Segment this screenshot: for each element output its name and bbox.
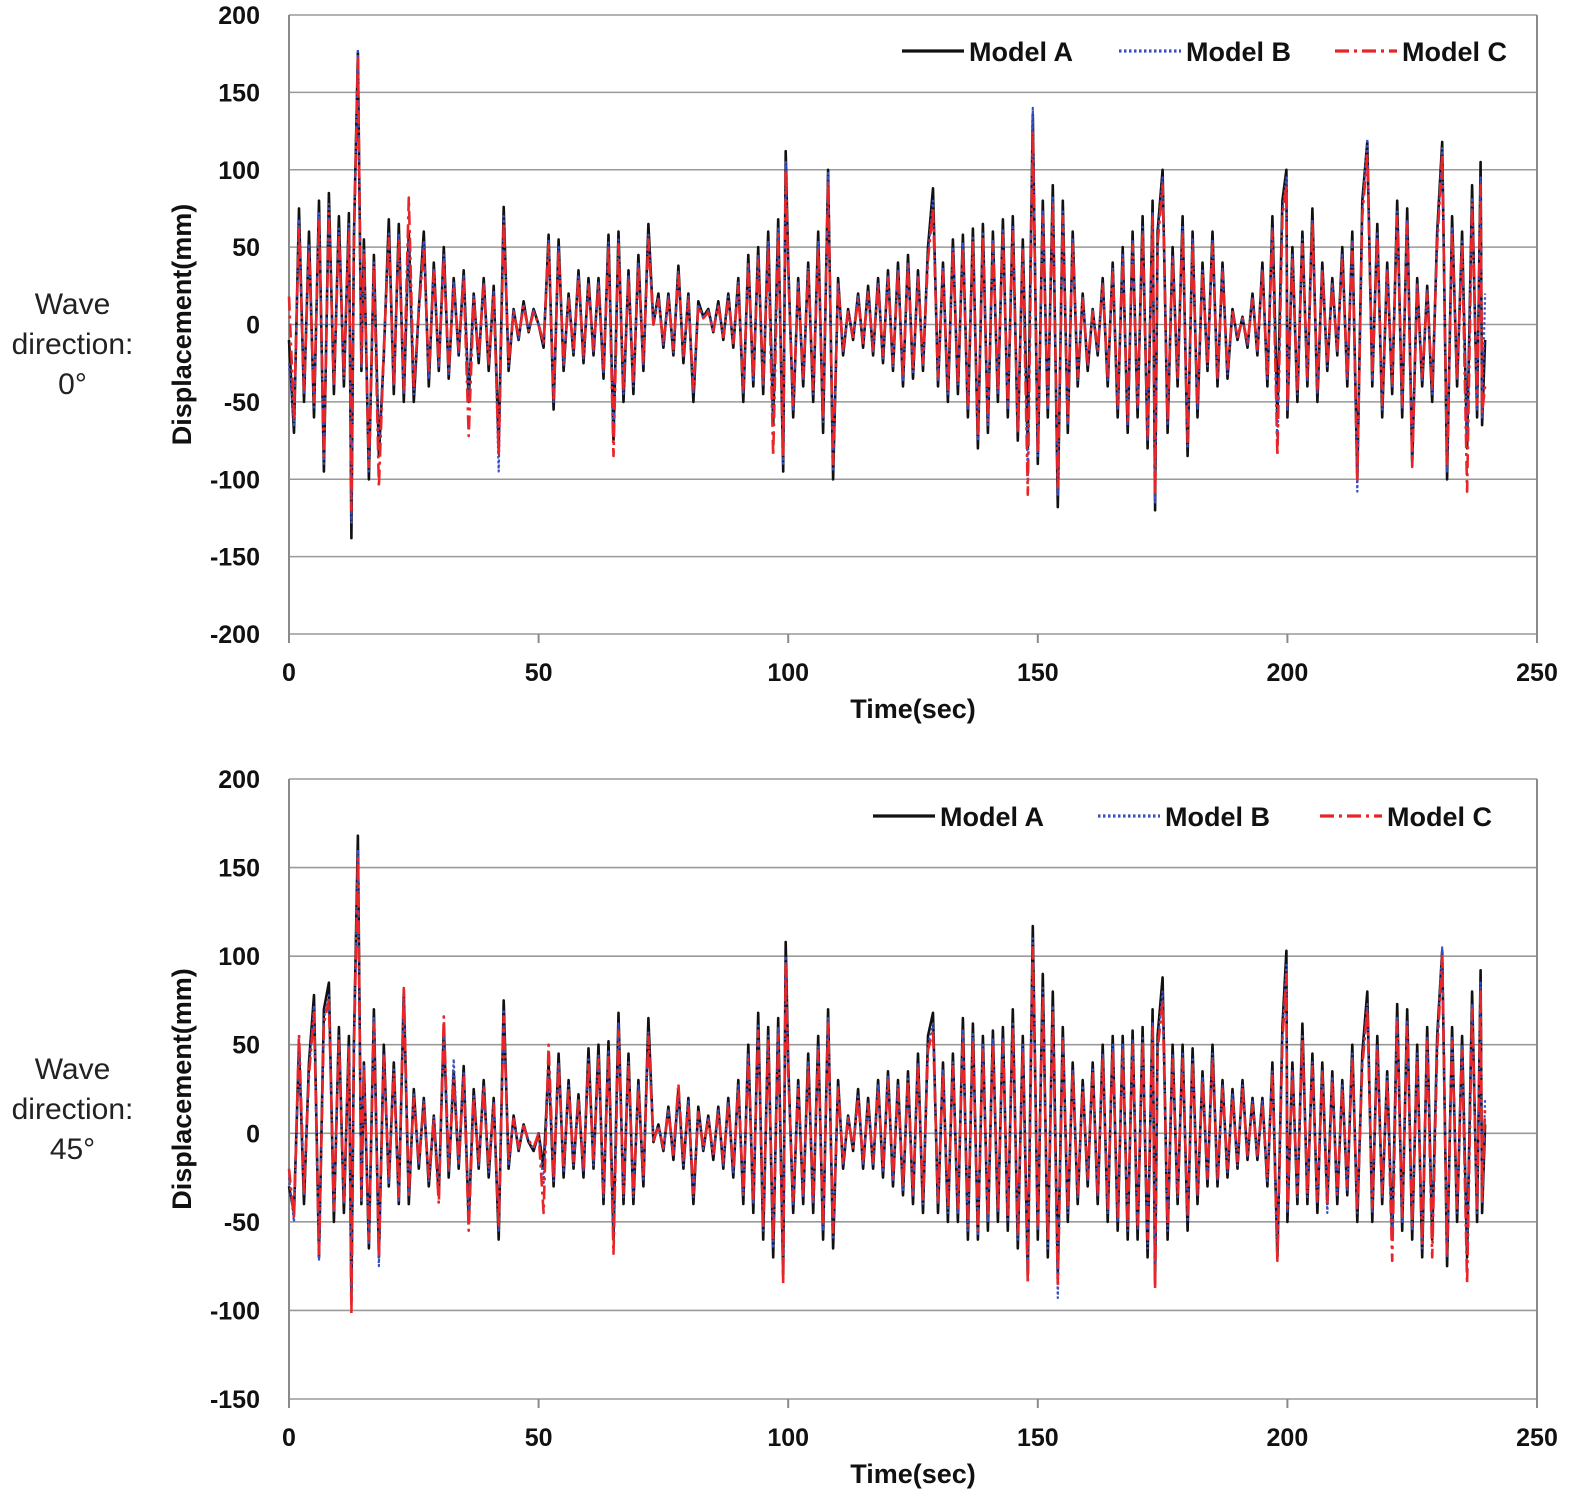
y-tick-label: -50 <box>224 389 260 417</box>
x-tick-label: 200 <box>1267 659 1309 687</box>
y-tick-label: 50 <box>232 234 260 262</box>
row-label-line-3: 0° <box>58 368 87 401</box>
series-line-model-b <box>287 47 1487 524</box>
y-tick-label: 50 <box>232 1032 260 1060</box>
row-label-45deg: Wave direction: 45° <box>0 1050 145 1170</box>
x-tick-label: 200 <box>1267 1424 1309 1452</box>
chart-svg-45deg: 200 150 100 50 0 -50 -100 -150 0 50 100 150 200 250 Ti… <box>167 766 1558 1489</box>
y-tick-label: 100 <box>218 157 260 185</box>
series-line-model-c <box>287 857 1487 1316</box>
x-tick-label: 150 <box>1017 1424 1059 1452</box>
row-label-line-2: direction: <box>11 328 134 361</box>
series-line-model-a <box>287 50 1487 540</box>
y-tick-label: 100 <box>218 943 260 971</box>
x-axis-title: Time(sec) <box>850 694 976 724</box>
x-tick-label: 0 <box>282 659 296 687</box>
chart-svg-0deg: 200 150 100 50 0 -50 -100 -150 -200 0 50 100 150 200 2… <box>167 2 1558 724</box>
y-tick-label: -100 <box>210 466 260 494</box>
x-tick-label: 100 <box>767 659 809 687</box>
x-tick-label: 150 <box>1017 659 1059 687</box>
y-axis-title: Displacement(mm) <box>167 204 197 446</box>
x-tick-label: 50 <box>525 659 553 687</box>
chart-panel-45deg: Wave direction: 45° 200 150 100 50 0 -50 -100 -… <box>0 760 1579 1504</box>
y-tick-label: -150 <box>210 544 260 572</box>
x-axis-title: Time(sec) <box>850 1459 976 1489</box>
y-tick-label: 0 <box>246 312 260 340</box>
row-label-line-2: direction: <box>11 1093 134 1126</box>
chart-panel-0deg: Wave direction: 0° 200 150 100 50 0 -50 -100 -1… <box>0 0 1579 750</box>
y-tick-label: 0 <box>246 1120 260 1148</box>
y-tick-label: -200 <box>210 621 260 649</box>
y-tick-label: 200 <box>218 766 260 794</box>
row-label-line-1: Wave <box>34 288 111 321</box>
row-label-0deg: Wave direction: 0° <box>0 285 145 405</box>
legend-label: Model B <box>1165 802 1270 832</box>
y-tick-label: 150 <box>218 79 260 107</box>
row-label-line-3: 45° <box>49 1133 96 1166</box>
series-line-model-a <box>287 834 1487 1303</box>
x-tick-label: 250 <box>1516 659 1558 687</box>
y-tick-label: -50 <box>224 1209 260 1237</box>
y-axis-title: Displacement(mm) <box>167 968 197 1210</box>
x-tick-label: 50 <box>525 1424 553 1452</box>
series-line-model-c <box>287 57 1487 512</box>
legend-label: Model A <box>969 37 1073 67</box>
legend-label: Model C <box>1402 37 1507 67</box>
y-tick-label: 200 <box>218 2 260 30</box>
x-tick-label: 250 <box>1516 1424 1558 1452</box>
series-line-model-b <box>287 848 1487 1300</box>
legend-label: Model B <box>1186 37 1291 67</box>
y-tick-label: -150 <box>210 1386 260 1414</box>
y-tick-label: 150 <box>218 855 260 883</box>
legend-label: Model A <box>940 802 1044 832</box>
legend-label: Model C <box>1387 802 1492 832</box>
x-tick-label: 100 <box>767 1424 809 1452</box>
y-tick-label: -100 <box>210 1297 260 1325</box>
x-tick-label: 0 <box>282 1424 296 1452</box>
row-label-line-1: Wave <box>34 1053 111 1086</box>
